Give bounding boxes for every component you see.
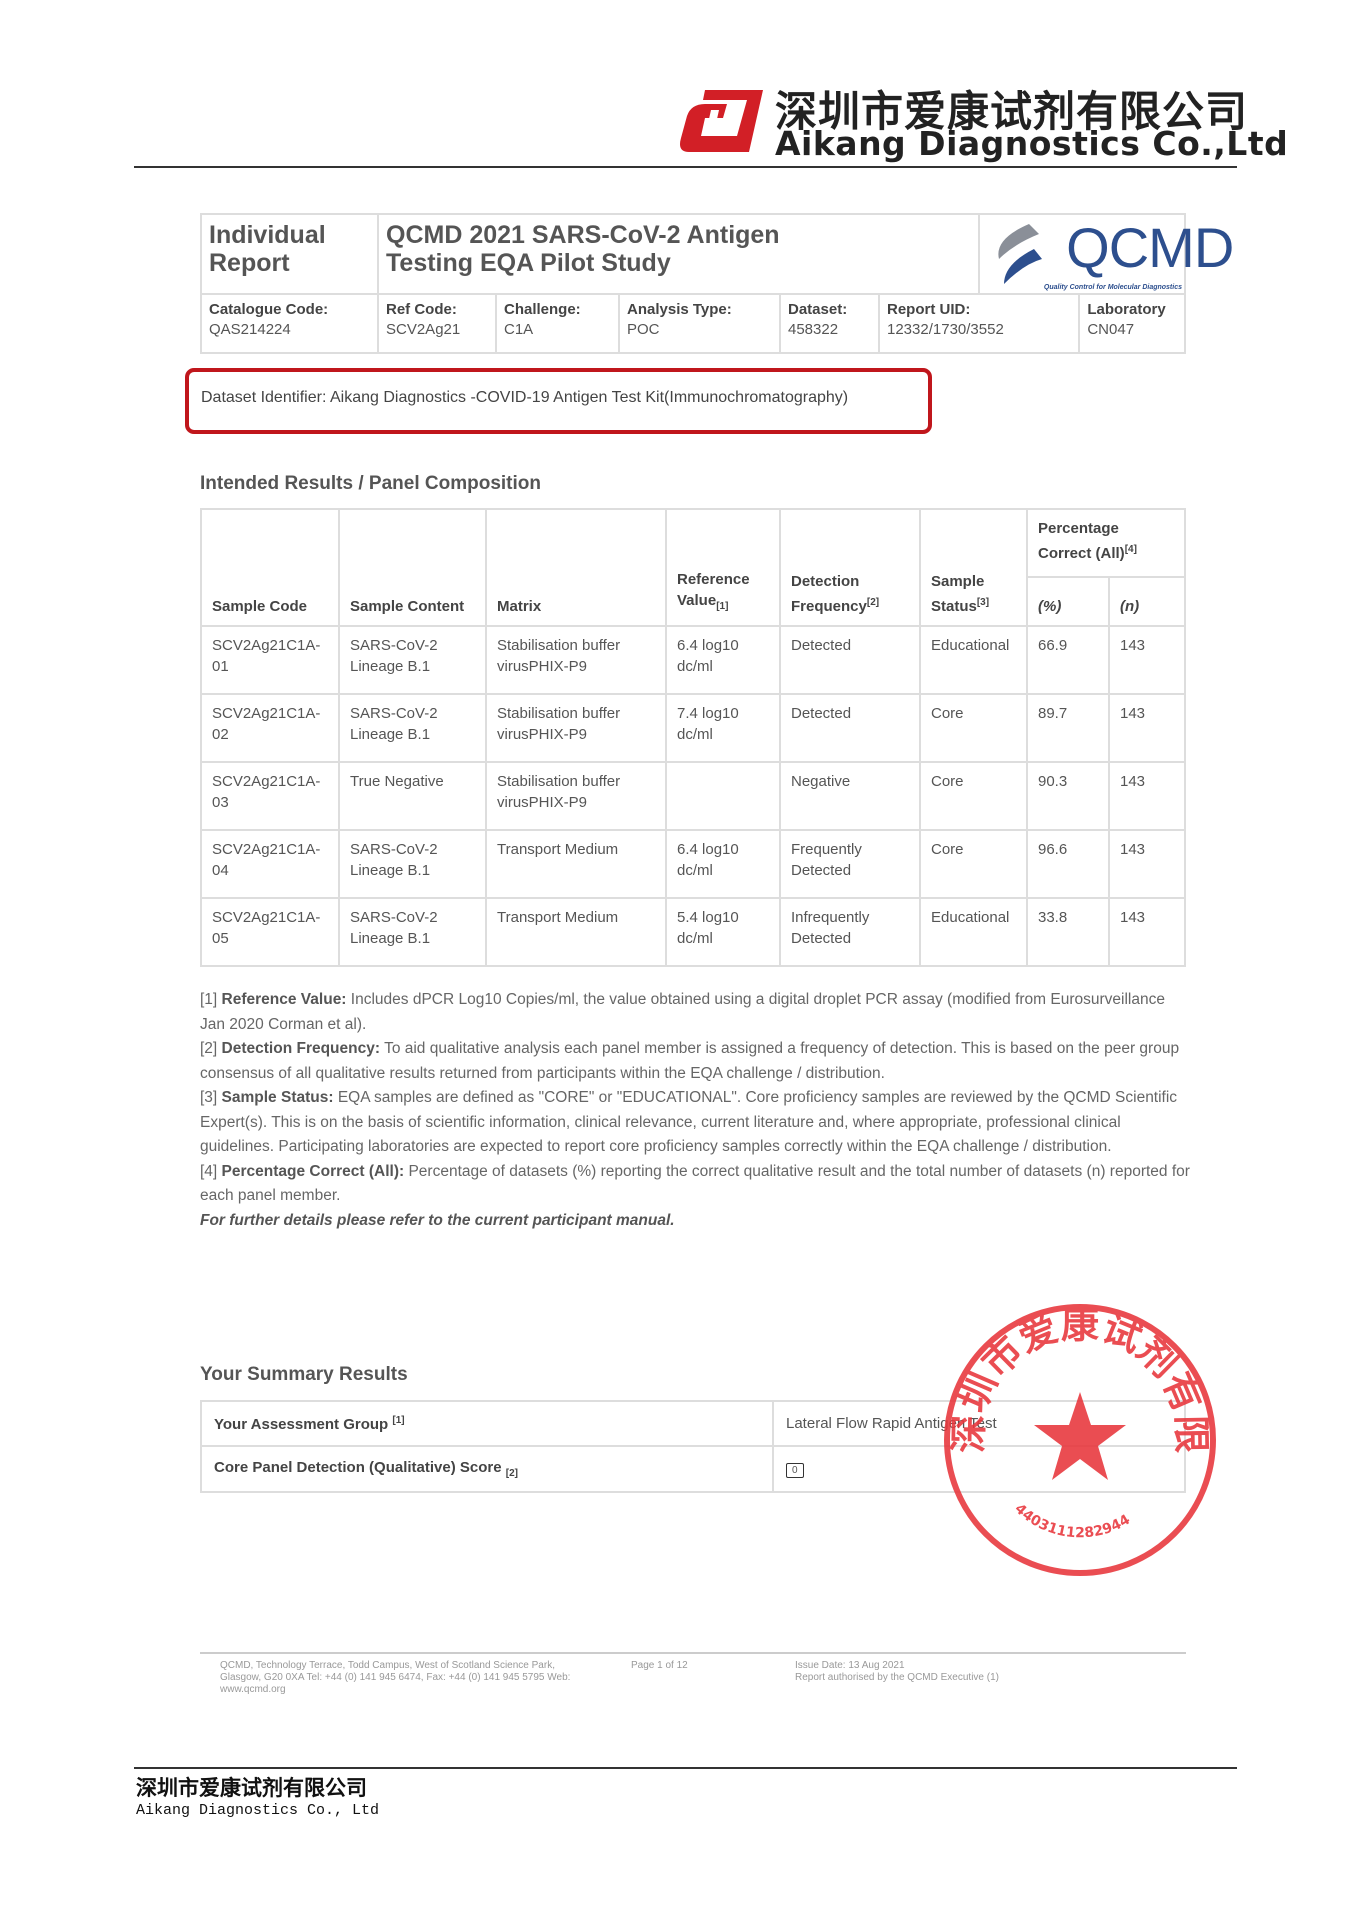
field-report-uid: Report UID: 12332/1730/3552: [877, 293, 1081, 354]
score-value: 0: [786, 1463, 804, 1478]
table-row: SCV2Ag21C1A-03 True Negative Stabilisation…: [200, 761, 1186, 831]
cell-n: 143: [1108, 693, 1186, 763]
footnote-3: [3] Sample Status: EQA samples are defin…: [200, 1089, 1178, 1155]
doc-type: Individual Report: [209, 221, 326, 277]
field-ref-code: Ref Code: SCV2Ag21: [377, 293, 497, 354]
cell-n: 143: [1108, 625, 1186, 695]
qcmd-logo-text: QCMD: [1066, 216, 1234, 279]
cell-status: Core: [919, 693, 1028, 763]
col-sample-status: Sample Status[3]: [919, 508, 1028, 627]
cell-matrix: Stabilisation buffer virusPHIX-P9: [485, 693, 667, 763]
summary-heading: Your Summary Results: [200, 1364, 408, 1385]
col-pct: (%): [1026, 576, 1110, 627]
cell-pct: 33.8: [1026, 897, 1110, 967]
footer-address: QCMD, Technology Terrace, Todd Campus, W…: [220, 1660, 571, 1695]
cell-content: SARS-CoV-2 Lineage B.1: [338, 897, 487, 967]
cell-code: SCV2Ag21C1A-04: [200, 829, 340, 899]
qcmd-logo: QCMD Quality Control for Molecular Diagn…: [978, 213, 1234, 295]
field-analysis-type: Analysis Type: POC: [618, 293, 781, 354]
cell-pct: 89.7: [1026, 693, 1110, 763]
footnotes: [1] Reference Value: Includes dPCR Log10…: [200, 988, 1190, 1233]
assessment-group-value: Lateral Flow Rapid Antigen Test: [772, 1400, 1186, 1447]
cell-code: SCV2Ag21C1A-05: [200, 897, 340, 967]
bottom-company-en: Aikang Diagnostics Co., Ltd: [136, 1802, 380, 1819]
qcmd-swirl-icon: [998, 224, 1043, 284]
cell-ref: 5.4 log10 dc/ml: [665, 897, 781, 967]
cell-n: 143: [1108, 897, 1186, 967]
panel-heading: Intended Results / Panel Composition: [200, 473, 541, 494]
cell-n: 143: [1108, 761, 1186, 831]
page-number: Page 1 of 12: [631, 1660, 688, 1671]
dataset-identifier: Dataset Identifier: Aikang Diagnostics -…: [185, 368, 932, 434]
report-title: QCMD 2021 SARS-CoV-2 Antigen Testing EQA…: [386, 221, 780, 277]
cell-matrix: Transport Medium: [485, 897, 667, 967]
letterhead-company-cn: 深圳市爱康试剂有限公司: [775, 87, 1249, 136]
summary-table: Your Assessment Group [1] Lateral Flow Ra…: [200, 1400, 1186, 1493]
field-challenge: Challenge: C1A: [495, 293, 620, 354]
cell-status: Educational: [919, 625, 1028, 695]
cell-content: SARS-CoV-2 Lineage B.1: [338, 829, 487, 899]
footnote-4: [4] Percentage Correct (All): Percentage…: [200, 1162, 1190, 1205]
col-percentage-correct: Percentage Correct (All)[4]: [1026, 508, 1186, 578]
company-seal-stamp: 深圳市爱康试剂有限公司 4403111282944: [940, 1300, 1216, 1576]
qcmd-tagline: Quality Control for Molecular Diagnostic…: [1043, 284, 1182, 291]
cell-status: Core: [919, 761, 1028, 831]
letterhead-company-en: Aikang Diagnostics Co.,Ltd: [775, 124, 1289, 163]
cell-ref: [665, 761, 781, 831]
cell-n: 143: [1108, 829, 1186, 899]
bottom-company-cn: 深圳市爱康试剂有限公司: [136, 1775, 367, 1800]
cell-ref: 7.4 log10 dc/ml: [665, 693, 781, 763]
table-row: SCV2Ag21C1A-01 SARS-CoV-2 Lineage B.1 Stab…: [200, 625, 1186, 695]
summary-row: Core Panel Detection (Qualitative) Score…: [200, 1445, 1186, 1493]
issue-date: Issue Date: 13 Aug 2021: [795, 1660, 905, 1671]
cell-content: SARS-CoV-2 Lineage B.1: [338, 625, 487, 695]
cell-content: SARS-CoV-2 Lineage B.1: [338, 693, 487, 763]
bottom-divider: [134, 1767, 1237, 1769]
table-row: SCV2Ag21C1A-05 SARS-CoV-2 Lineage B.1 Tran…: [200, 897, 1186, 967]
notes-footer: For further details please refer to the …: [200, 1211, 675, 1229]
field-laboratory: Laboratory CN047: [1078, 293, 1186, 354]
cell-code: SCV2Ag21C1A-02: [200, 693, 340, 763]
col-detection-frequency: Detection Frequency[2]: [779, 508, 921, 627]
cell-matrix: Transport Medium: [485, 829, 667, 899]
cell-freq: Detected: [779, 693, 921, 763]
cell-code: SCV2Ag21C1A-01: [200, 625, 340, 695]
cell-matrix: Stabilisation buffer virusPHIX-P9: [485, 761, 667, 831]
footnote-1: [1] Reference Value: Includes dPCR Log10…: [200, 991, 1165, 1033]
cell-pct: 96.6: [1026, 829, 1110, 899]
summary-row: Your Assessment Group [1] Lateral Flow Ra…: [200, 1400, 1186, 1447]
footer-divider: [200, 1652, 1186, 1654]
panel-table: Sample Code Sample Content Matrix Refere…: [200, 508, 1186, 967]
authorised: Report authorised by the QCMD Executive …: [795, 1672, 999, 1683]
cell-pct: 66.9: [1026, 625, 1110, 695]
field-catalogue-code: Catalogue Code: QAS214224: [200, 293, 379, 354]
cell-code: SCV2Ag21C1A-03: [200, 761, 340, 831]
cell-freq: Frequently Detected: [779, 829, 921, 899]
table-row: SCV2Ag21C1A-04 SARS-CoV-2 Lineage B.1 Tran…: [200, 829, 1186, 899]
col-reference-value: Reference Value[1]: [665, 508, 781, 627]
col-matrix: Matrix: [485, 508, 667, 627]
svg-text:4403111282944: 4403111282944: [1011, 1501, 1133, 1541]
header-divider: [134, 166, 1237, 168]
col-sample-code: Sample Code: [200, 508, 340, 627]
cell-freq: Detected: [779, 625, 921, 695]
cell-matrix: Stabilisation buffer virusPHIX-P9: [485, 625, 667, 695]
cell-content: True Negative: [338, 761, 487, 831]
cell-ref: 6.4 log10 dc/ml: [665, 829, 781, 899]
cell-status: Core: [919, 829, 1028, 899]
cell-freq: Negative: [779, 761, 921, 831]
report-header-table: Individual Report QCMD 2021 SARS-CoV-2 A…: [200, 213, 1234, 354]
cell-status: Educational: [919, 897, 1028, 967]
col-sample-content: Sample Content: [338, 508, 487, 627]
cell-pct: 90.3: [1026, 761, 1110, 831]
col-n: (n): [1108, 576, 1186, 627]
field-dataset: Dataset: 458322: [779, 293, 880, 354]
aikang-logo-icon: [680, 90, 763, 152]
table-row: SCV2Ag21C1A-02 SARS-CoV-2 Lineage B.1 Stab…: [200, 693, 1186, 763]
cell-freq: Infrequently Detected: [779, 897, 921, 967]
footnote-2: [2] Detection Frequency: To aid qualitat…: [200, 1040, 1180, 1082]
cell-ref: 6.4 log10 dc/ml: [665, 625, 781, 695]
